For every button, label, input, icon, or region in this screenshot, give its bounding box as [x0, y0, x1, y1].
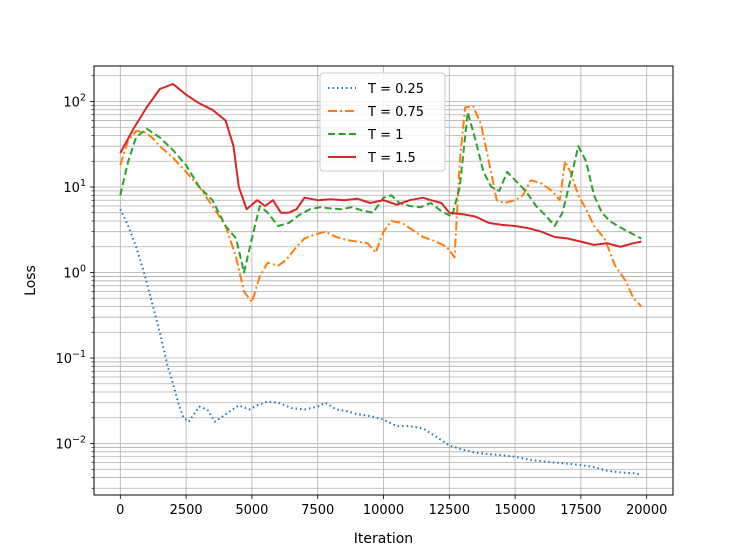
x-axis: 0 2500 5000 7500 10000 12500 15000 17500 20000: [116, 495, 667, 518]
legend-entry-1: T = 0.25: [367, 82, 424, 97]
legend-entry-3: T = 1: [367, 128, 403, 143]
x-tick-label: 20000: [626, 503, 667, 518]
x-tick-label: 17500: [560, 503, 601, 518]
y-tick-label: 101: [63, 178, 86, 196]
legend-box: [319, 72, 446, 172]
legend: T = 0.25 T = 0.75 T = 1 T = 1.5: [319, 72, 446, 172]
series-line-4: [119, 83, 642, 248]
y-tick-label: 102: [63, 92, 86, 110]
x-axis-label: Iteration: [354, 531, 413, 547]
y-tick-label: 100: [63, 264, 86, 282]
y-tick-label: 10−1: [55, 349, 86, 367]
x-tick-label: 7500: [301, 503, 334, 518]
x-tick-label: 5000: [235, 503, 268, 518]
y-tick-label: 10−2: [55, 435, 86, 453]
y-axis-label: Loss: [23, 265, 39, 296]
series-line-2: [119, 105, 643, 308]
x-tick-label: 15000: [494, 503, 535, 518]
y-axis: 10−2 10−1 100 101 102: [55, 75, 94, 489]
legend-entry-4: T = 1.5: [367, 151, 416, 166]
legend-entry-2: T = 0.75: [367, 105, 424, 120]
x-tick-label: 0: [116, 503, 124, 518]
series-group: [119, 83, 643, 476]
x-tick-label: 12500: [429, 503, 470, 518]
series-line-1: [119, 208, 642, 476]
x-tick-label: 10000: [363, 503, 404, 518]
x-tick-label: 2500: [170, 503, 203, 518]
